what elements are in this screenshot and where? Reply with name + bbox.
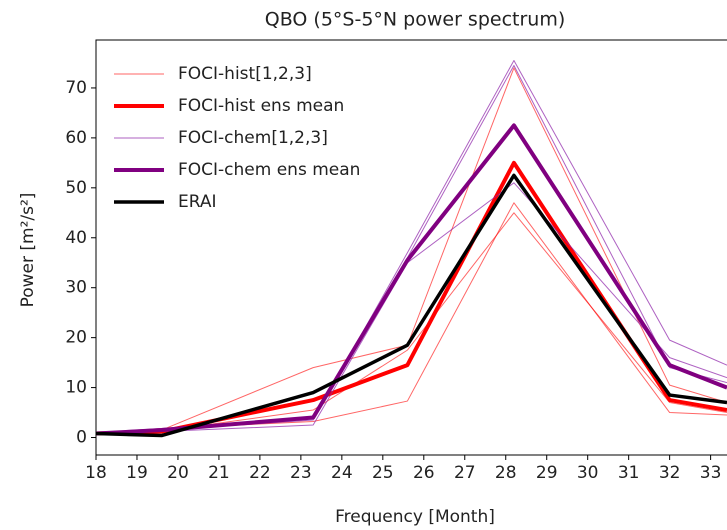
- axes-frame: [95, 39, 727, 456]
- x-tick-label: 27: [454, 463, 476, 483]
- legend-label: FOCI-chem[1,2,3]: [178, 128, 328, 148]
- x-tick-label: 18: [85, 463, 107, 483]
- legend-label: FOCI-hist[1,2,3]: [178, 64, 312, 84]
- x-tick-label: 33: [700, 463, 722, 483]
- y-tick-label: 40: [65, 228, 87, 248]
- x-tick-label: 26: [413, 463, 435, 483]
- y-axis-label: Power [m²/s²]: [18, 193, 38, 308]
- x-tick-label: 19: [126, 463, 148, 483]
- x-tick-label: 31: [618, 463, 640, 483]
- data-line: [96, 202, 727, 435]
- x-tick-label: 22: [249, 463, 271, 483]
- y-tick-label: 30: [65, 278, 87, 298]
- y-tick-label: 0: [76, 428, 87, 448]
- legend: FOCI-hist[1,2,3] FOCI-hist ens mean FOCI-c…: [114, 64, 360, 212]
- plot-area: [96, 59, 727, 438]
- y-tick-label: 10: [65, 378, 87, 398]
- chart-title: QBO (5°S-5°N power spectrum): [265, 9, 566, 31]
- data-line: [96, 123, 727, 436]
- x-tick-label: 21: [208, 463, 230, 483]
- legend-label: ERAI: [178, 192, 217, 212]
- x-tick-label: 28: [495, 463, 517, 483]
- data-line: [96, 173, 727, 438]
- x-tick-label: 30: [577, 463, 599, 483]
- x-tick-label: 32: [659, 463, 681, 483]
- y-tick-label: 60: [65, 128, 87, 148]
- x-tick-label: 25: [372, 463, 394, 483]
- data-line: [96, 59, 727, 435]
- x-tick-label: 29: [536, 463, 558, 483]
- x-tick-label: 20: [167, 463, 189, 483]
- y-tick-label: 20: [65, 328, 87, 348]
- legend-label: FOCI-hist ens mean: [178, 96, 344, 116]
- data-line: [96, 64, 727, 434]
- legend-label: FOCI-chem ens mean: [178, 160, 360, 180]
- y-tick-label: 50: [65, 178, 87, 198]
- x-tick-label: 23: [290, 463, 312, 483]
- x-tick-label: 24: [331, 463, 353, 483]
- y-tick-label: 70: [65, 78, 87, 98]
- x-axis-label: Frequency [Month]: [335, 507, 495, 527]
